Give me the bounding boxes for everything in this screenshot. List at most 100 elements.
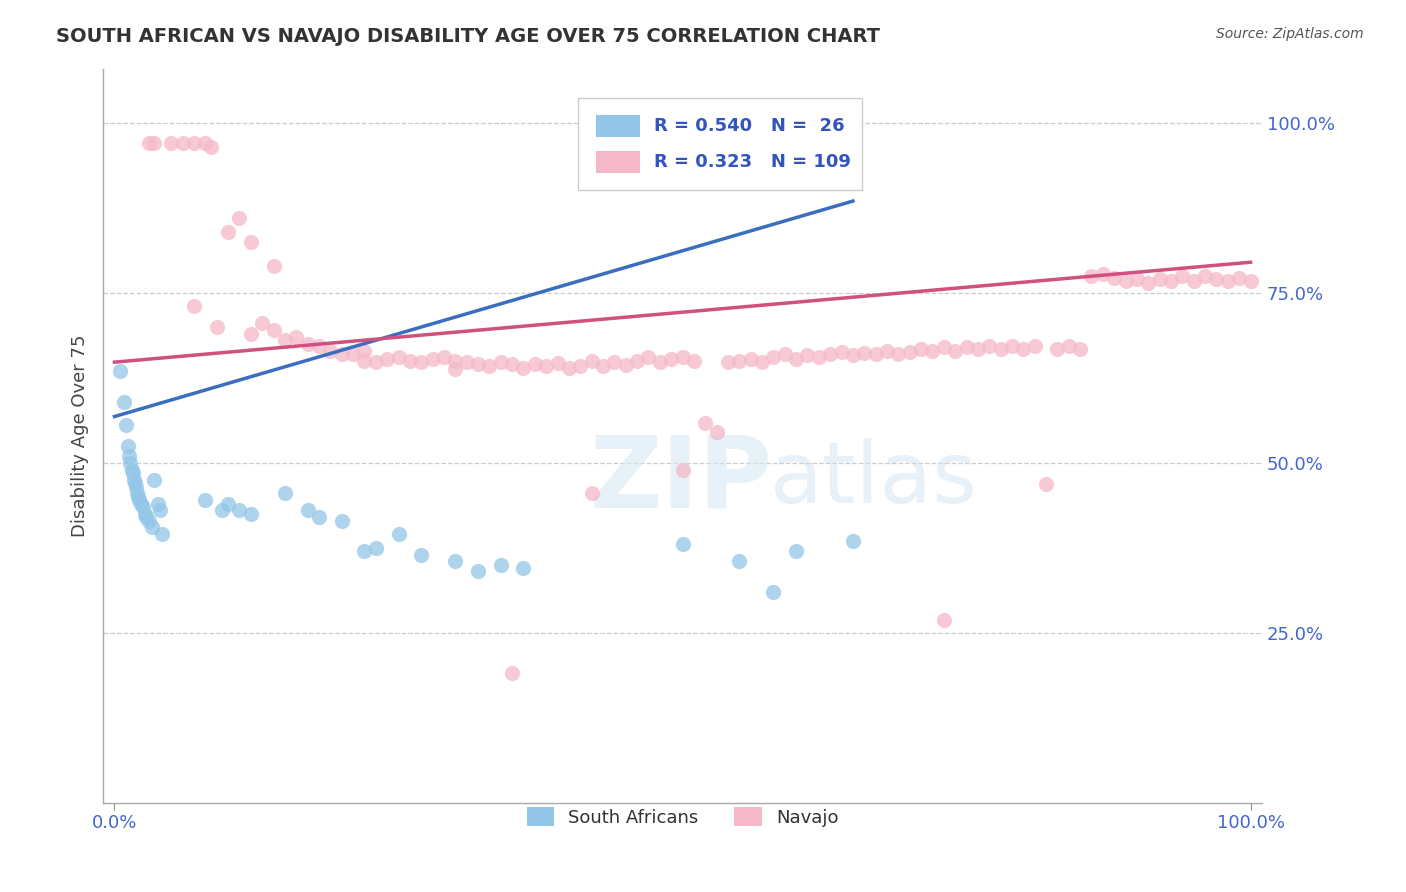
FancyBboxPatch shape — [596, 115, 640, 136]
Point — [112, 394, 135, 409]
Point — [910, 342, 932, 356]
Point — [127, 490, 149, 504]
Text: ZIP: ZIP — [589, 431, 773, 528]
Point — [1160, 274, 1182, 288]
Point — [134, 507, 156, 521]
Point — [762, 351, 785, 365]
Point — [121, 466, 143, 480]
Point — [319, 343, 342, 358]
Point — [1069, 342, 1091, 356]
Point — [979, 339, 1001, 353]
Point — [955, 340, 977, 354]
Text: R = 0.540   N =  26: R = 0.540 N = 26 — [654, 117, 844, 135]
Point — [433, 351, 456, 365]
Point — [1182, 274, 1205, 288]
Point — [263, 259, 285, 273]
Point — [603, 355, 626, 369]
Y-axis label: Disability Age Over 75: Disability Age Over 75 — [72, 334, 89, 537]
Text: atlas: atlas — [769, 438, 977, 521]
Point — [411, 355, 433, 369]
Point — [512, 360, 534, 375]
Point — [534, 359, 557, 373]
Point — [887, 347, 910, 361]
Point — [444, 353, 467, 368]
Point — [263, 323, 285, 337]
Point — [411, 548, 433, 562]
Text: SOUTH AFRICAN VS NAVAJO DISABILITY AGE OVER 75 CORRELATION CHART: SOUTH AFRICAN VS NAVAJO DISABILITY AGE O… — [56, 27, 880, 45]
Point — [274, 334, 297, 348]
Point — [547, 356, 569, 370]
Point — [1057, 339, 1080, 353]
Point — [217, 496, 239, 510]
Point — [1001, 339, 1024, 353]
Point — [512, 561, 534, 575]
Point — [1080, 268, 1102, 283]
Point — [172, 136, 194, 151]
Point — [831, 345, 853, 359]
Point — [194, 136, 217, 151]
Point — [648, 355, 671, 369]
Point — [489, 355, 512, 369]
Point — [501, 666, 523, 681]
Point — [353, 544, 375, 558]
Point — [990, 342, 1012, 356]
Point — [285, 330, 308, 344]
Point — [683, 353, 706, 368]
Point — [569, 359, 592, 374]
Point — [183, 300, 205, 314]
Point — [297, 503, 319, 517]
Point — [135, 510, 157, 524]
Point — [1205, 272, 1227, 286]
Point — [138, 136, 160, 151]
Point — [1227, 271, 1250, 285]
Point — [122, 473, 145, 487]
Point — [128, 493, 150, 508]
Point — [1149, 272, 1171, 286]
Point — [444, 554, 467, 568]
Point — [308, 339, 330, 353]
Point — [865, 347, 887, 361]
FancyBboxPatch shape — [596, 152, 640, 173]
Point — [250, 317, 273, 331]
Point — [342, 347, 364, 361]
Point — [921, 343, 943, 358]
Point — [1126, 272, 1149, 286]
Text: Source: ZipAtlas.com: Source: ZipAtlas.com — [1216, 27, 1364, 41]
Point — [121, 462, 143, 476]
Point — [308, 510, 330, 524]
Point — [1035, 477, 1057, 491]
Point — [456, 355, 478, 369]
Point — [1012, 342, 1035, 356]
Point — [501, 357, 523, 371]
Point — [375, 352, 398, 367]
Point — [1216, 274, 1239, 288]
Point — [150, 527, 173, 541]
Point — [444, 362, 467, 376]
Point — [330, 514, 353, 528]
Point — [842, 533, 865, 548]
Point — [353, 353, 375, 368]
Point — [1239, 274, 1261, 288]
Point — [364, 541, 387, 555]
Point — [478, 359, 501, 374]
Point — [773, 347, 796, 361]
Point — [141, 520, 163, 534]
Point — [1024, 339, 1046, 353]
Point — [143, 473, 166, 487]
Point — [183, 136, 205, 151]
Point — [671, 351, 693, 365]
Point — [239, 507, 262, 521]
Point — [659, 352, 682, 367]
Point — [592, 359, 614, 373]
Point — [785, 352, 807, 367]
Point — [751, 355, 773, 369]
Point — [796, 348, 818, 362]
Point — [211, 503, 233, 517]
Point — [217, 225, 239, 239]
Point — [297, 336, 319, 351]
Point — [117, 439, 139, 453]
Point — [581, 353, 603, 368]
Point — [671, 537, 693, 551]
Point — [132, 500, 155, 514]
Point — [581, 486, 603, 500]
